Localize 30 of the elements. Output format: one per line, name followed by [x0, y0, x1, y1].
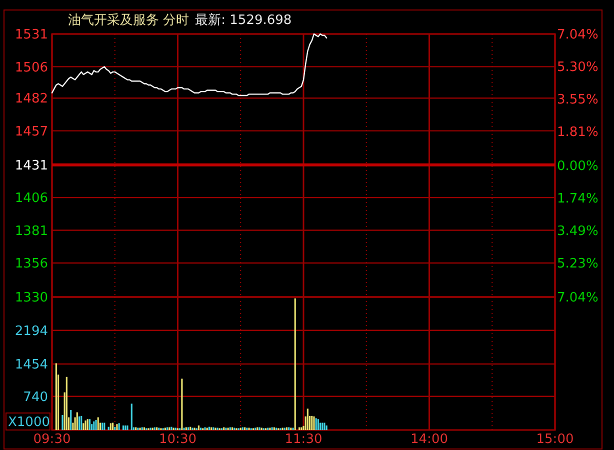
y2-tick-label: 7.04%	[557, 290, 598, 306]
y-tick-label: 1482	[14, 92, 48, 107]
y2-tick-label: 0.00%	[557, 159, 598, 174]
y2-tick-label: 3.55%	[557, 92, 598, 108]
y-axis-title: X1000	[8, 415, 50, 430]
y2-tick-label: 7.04%	[557, 28, 598, 43]
x-tick-label: 10:30	[159, 432, 196, 447]
y-tick-label: 740	[23, 390, 48, 405]
x-tick-label: 14:00	[410, 432, 448, 447]
y-tick-label: 2194	[14, 324, 48, 339]
y2-tick-label: 3.49%	[557, 224, 598, 240]
y2-tick-label: 5.23%	[557, 256, 598, 272]
y-tick-label: 1356	[14, 256, 48, 272]
x-tick-label: 15:00	[536, 432, 574, 447]
y2-tick-label: 1.74%	[557, 192, 598, 207]
y-tick-label: 1431	[14, 158, 48, 174]
chart-title: 油气开采及服务 分时	[68, 13, 190, 28]
y-tick-label: 1506	[14, 60, 48, 76]
y-tick-label: 1330	[14, 290, 48, 306]
x-tick-label: 09:30	[33, 432, 71, 447]
y2-tick-label: 1.81%	[557, 125, 598, 140]
y2-tick-label: 5.30%	[557, 60, 598, 76]
y-tick-label: 1454	[14, 358, 48, 373]
y-tick-label: 1457	[14, 124, 48, 140]
chart-subtitle: 最新: 1529.698	[195, 13, 292, 28]
line-series	[51, 33, 328, 96]
x-tick-label: 11:30	[284, 432, 322, 447]
y-tick-label: 1531	[14, 28, 48, 43]
y-tick-label: 1406	[14, 191, 48, 206]
y-tick-label: 1381	[14, 224, 48, 239]
